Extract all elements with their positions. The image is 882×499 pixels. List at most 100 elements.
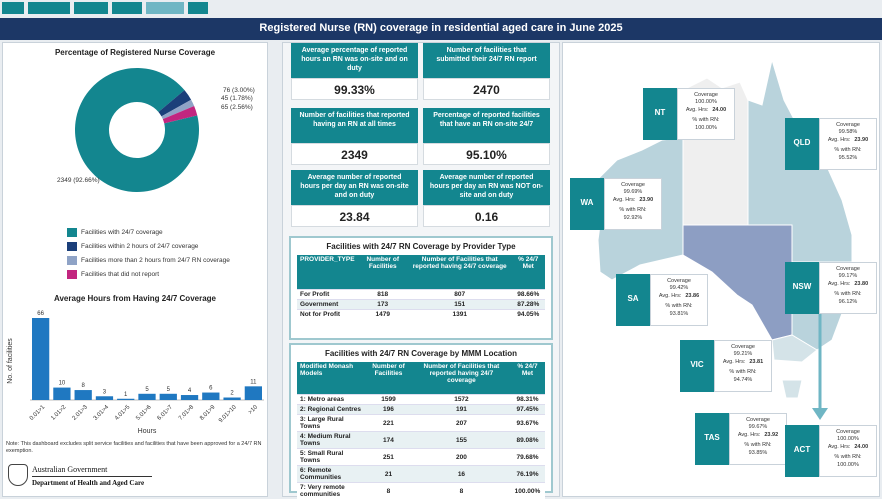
slice-label: 45 (1.78%)	[221, 95, 253, 102]
state-info-text: % with RN:	[834, 147, 862, 154]
title: Registered Nurse (RN) coverage in reside…	[259, 22, 623, 34]
region-sa	[682, 224, 793, 341]
state-info-text: Avg. Hrs:	[737, 431, 761, 438]
x-tick-label: 2.01>3	[72, 404, 90, 422]
header-cell: PROVIDER_TYPE	[297, 255, 358, 290]
state-info-text: 23.90	[854, 136, 869, 143]
state-info-text: 23.92	[764, 431, 779, 438]
tab[interactable]	[146, 2, 184, 14]
bar	[202, 392, 220, 400]
state-info-text: Avg. Hrs:	[827, 280, 851, 287]
x-tick-label: 0.01>1	[29, 404, 47, 422]
state-avg-row: Avg. Hrs: 23.90	[820, 137, 876, 144]
state-code-box	[643, 88, 677, 140]
table-row: Government 173 151 87.28%	[297, 299, 545, 310]
state-code-box	[570, 178, 604, 230]
kpi-value: 95.10%	[423, 143, 550, 165]
slice-label: 76 (3.00%)	[223, 87, 255, 94]
table-cell: 1: Metro areas	[297, 394, 365, 405]
state-info: Coverage 99.67% Avg. Hrs: 23.92 % with RN: 93…	[729, 413, 787, 465]
state-info-text: Coverage	[836, 429, 860, 435]
x-tick-label: 5.01>6	[135, 404, 153, 422]
x-tick-label: 8.01>9	[199, 404, 217, 422]
header-cell: Number of Facilities that reported havin…	[407, 255, 512, 290]
legend-label: Facilities that did not report	[81, 271, 160, 278]
chart-title: Average Hours from Having 24/7 Coverage	[54, 294, 216, 303]
table-cell: 100.00%	[509, 482, 545, 499]
tab[interactable]	[2, 2, 24, 14]
data-label: 10	[59, 381, 66, 387]
state-info-text: 99.21%	[733, 351, 753, 358]
table-cell: 174	[364, 431, 413, 449]
bar	[159, 393, 177, 400]
state-info: Coverage 99.42% Avg. Hrs: 23.86 % with RN: 93…	[650, 274, 708, 326]
state-info-text: Avg. Hrs:	[827, 443, 851, 450]
kpi-label: Number of facilities that reported havin…	[291, 108, 418, 143]
kpi-value: 0.16	[423, 205, 550, 227]
state-info-text: 100.00%	[837, 461, 859, 468]
data-label: 2	[230, 391, 234, 397]
state-avg-row: Avg. Hrs: 23.90	[605, 197, 661, 204]
state-info-text: % with RN:	[834, 291, 862, 298]
state-info-text: 24.00	[712, 106, 727, 113]
state-info-text: 95.52%	[838, 154, 858, 161]
tab[interactable]	[28, 2, 70, 14]
donut-slice	[75, 68, 200, 193]
table-cell: 5: Small Rural Towns	[297, 448, 365, 466]
state-info-text: % with RN:	[692, 117, 720, 124]
kpi-label: Percentage of reported facilities that h…	[423, 108, 550, 143]
table-cell: 2: Regional Centres	[297, 404, 365, 415]
state-code-box	[695, 413, 729, 465]
state-avg-row: Avg. Hrs: 24.00	[820, 444, 876, 451]
table-cell: 191	[412, 404, 510, 415]
bar	[117, 398, 135, 400]
table-cell: 7: Very remote communities	[297, 482, 365, 499]
data-label: 11	[250, 379, 257, 385]
data-label: 5	[167, 387, 171, 393]
bar	[74, 390, 92, 400]
header-cell: Number of Facilities that reported havin…	[412, 362, 510, 395]
tab[interactable]	[74, 2, 108, 14]
state-info: Coverage 99.21% Avg. Hrs: 23.81 % with RN: 94…	[714, 340, 772, 392]
bar	[223, 397, 241, 400]
bar	[32, 318, 50, 400]
state-code-box	[616, 274, 650, 326]
tab[interactable]	[112, 2, 142, 14]
table-cell: 94.05%	[511, 309, 545, 319]
x-tick-label: 1.01>2	[50, 404, 68, 422]
table-row: 2: Regional Centres 196 191 97.45%	[297, 404, 545, 415]
state-info-text: 99.42%	[669, 285, 689, 292]
donut-slice	[162, 105, 198, 124]
table-cell: 76.19%	[509, 465, 545, 483]
x-tick-label: 6.01>7	[157, 404, 175, 422]
table-cell: 200	[412, 448, 510, 466]
state-info-text: 99.58%	[838, 129, 858, 136]
state-info-text: % with RN:	[834, 454, 862, 461]
state-name: NT	[654, 108, 666, 117]
tab[interactable]	[188, 2, 208, 14]
state-info-text: Avg. Hrs:	[827, 136, 851, 143]
kpi-label: Average number of reported hours per day…	[291, 170, 418, 205]
region-tas	[781, 379, 803, 399]
title-bar	[0, 18, 882, 40]
data-label: 1	[124, 392, 128, 398]
table-title: Facilities with 24/7 RN Coverage by Prov…	[326, 242, 516, 251]
bar	[53, 387, 71, 400]
data-table: Modified Monash Models Number of Faciliti…	[297, 362, 545, 499]
table-cell: 98.31%	[509, 394, 545, 405]
chart-title: Percentage of Registered Nurse Coverage	[54, 48, 216, 57]
table-cell: 1479	[357, 309, 408, 319]
table-row: For Profit 818 807 98.66%	[297, 289, 545, 300]
table-cell: 1599	[364, 394, 413, 405]
table-cell: 93.67%	[509, 414, 545, 432]
tab-strip	[0, 0, 882, 16]
table-cell: 818	[357, 289, 408, 300]
state-name: QLD	[793, 138, 811, 147]
table-cell: 196	[364, 404, 413, 415]
table-row: 5: Small Rural Towns 251 200 79.68%	[297, 448, 545, 466]
state-name: SA	[627, 294, 639, 303]
kpi-value: 2349	[291, 143, 418, 165]
x-tick-label: 7.01>8	[178, 404, 196, 422]
state-code-box	[785, 425, 819, 477]
logo-rule	[32, 476, 152, 477]
